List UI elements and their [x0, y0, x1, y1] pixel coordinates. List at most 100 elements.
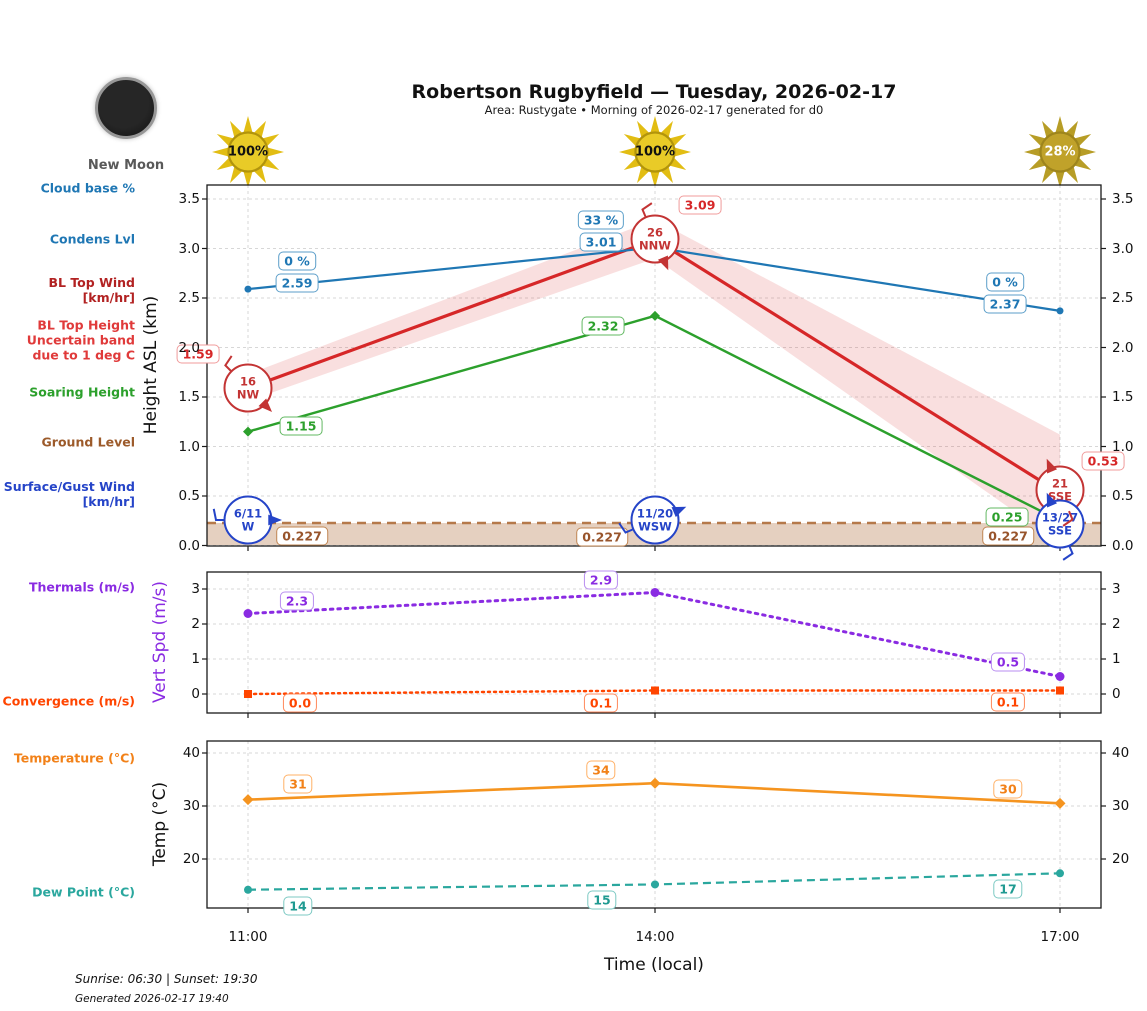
sun-ray: [243, 171, 253, 188]
wind-aloft-circle-dir: NNW: [639, 238, 671, 252]
y-tick-label: 3.0: [178, 240, 200, 257]
series-label-convergence-m-s-: Convergence (m/s): [2, 693, 135, 709]
y-tick-label: 40: [1112, 745, 1130, 761]
surface-wind-circle-speed: 11/20: [636, 506, 674, 520]
sun-ray: [637, 120, 650, 138]
series-label-surface-gust-wind: Surface/Gust Wind [km/hr]: [3, 479, 135, 509]
condens-lvl-label: 3.01: [579, 232, 623, 252]
sun-ray: [1055, 171, 1065, 188]
sun-icon: 100%: [210, 114, 286, 190]
dew-point-marker: [651, 880, 659, 889]
cloud-base-pct-label: 33 %: [577, 210, 625, 230]
x-axis-label: Time (local): [604, 955, 704, 975]
sun-ray: [1065, 120, 1078, 138]
y-tick-label: 1.0: [1112, 438, 1134, 455]
y-tick-label: 40: [182, 745, 200, 761]
y-tick-label: 3: [191, 581, 200, 597]
sun-ray: [262, 157, 280, 170]
sun-ray: [1042, 166, 1055, 184]
ground-level-label: 0.227: [576, 527, 628, 547]
sun-ray: [660, 120, 673, 138]
sun-ray: [253, 166, 266, 184]
condens-marker: [244, 285, 252, 293]
sun-ray: [216, 157, 234, 170]
sun-ray: [1042, 120, 1055, 138]
sun-ray: [623, 157, 641, 170]
temperature-line: [247, 781, 1061, 805]
y-tick-label: 0.0: [178, 537, 200, 554]
y-axis-label-height: Height ASL (km): [141, 295, 161, 435]
plot-frame: [206, 571, 1102, 714]
sun-ray: [212, 147, 229, 157]
dew-point-label: 17: [993, 879, 1023, 899]
surface-wind-circle: 6/11 W: [223, 495, 273, 545]
y-axis-label-vertspd: Vert Spd (m/s): [150, 580, 170, 704]
temperature-label: 31: [283, 774, 313, 794]
surface-wind-circle-dir: SSE: [1048, 523, 1072, 537]
soaring-height-label: 0.25: [985, 507, 1029, 527]
soaring-marker: [243, 426, 253, 437]
sun-ray: [1024, 147, 1041, 157]
surface-wind-circle-dir: WSW: [638, 519, 672, 533]
x-tick-label: 17:00: [1040, 929, 1080, 945]
y-tick-label: 3.0: [1112, 240, 1134, 257]
series-label-soaring-height: Soaring Height: [29, 384, 135, 400]
thermals-marker: [1055, 672, 1065, 681]
thermals-label: 2.9: [583, 570, 619, 590]
sun-ray: [619, 147, 636, 157]
x-tick-label: 14:00: [635, 929, 675, 945]
sun-ray: [216, 134, 234, 147]
sun-ray: [674, 147, 691, 157]
series-label-bl-top-height: BL Top Height Uncertain band due to 1 de…: [26, 317, 135, 363]
convergence-line: [246, 689, 1062, 696]
thermals-marker: [650, 588, 660, 597]
condens-lvl-label: 2.37: [983, 294, 1027, 314]
convergence-label: 0.0: [282, 693, 318, 713]
surface-wind-circle-speed: 6/11: [233, 506, 263, 520]
sun-disc: [634, 131, 676, 173]
sun-ray: [262, 134, 280, 147]
sun-ray: [1074, 134, 1092, 147]
y-tick-label: 2.0: [1112, 339, 1134, 356]
sun-icon-svg: 100%: [619, 116, 691, 188]
y-tick-label: 20: [1112, 851, 1130, 867]
ground-level-label: 0.227: [982, 526, 1034, 546]
y-tick-label: 1: [191, 651, 200, 667]
temperature-marker: [242, 794, 254, 806]
series-label-condens-lvl: Condens Lvl: [49, 231, 135, 247]
thermals-label: 0.5: [990, 652, 1026, 672]
y-tick-label: 3.5: [178, 191, 200, 207]
sun-percent-label: 100%: [228, 145, 268, 160]
sun-percent-label: 28%: [1044, 145, 1075, 160]
sun-ray: [253, 120, 266, 138]
dew-point-label: 15: [587, 890, 617, 910]
y-tick-label: 2: [1112, 616, 1121, 632]
series-label-dew-point-c-: Dew Point (°C): [32, 884, 135, 900]
temperature-marker: [649, 777, 661, 789]
page-title: Robertson Rugbyfield — Tuesday, 2026-02-…: [411, 81, 897, 103]
cloud-base-pct-label: 0 %: [278, 251, 316, 271]
y-tick-label: 2.0: [178, 339, 200, 356]
y-tick-label: 1.5: [178, 389, 200, 405]
dew-point-marker: [1056, 869, 1064, 878]
soaring-height-line: [247, 314, 1061, 522]
sun-ray: [650, 116, 660, 133]
y-tick-label: 2.5: [1112, 290, 1134, 306]
sun-ray: [230, 120, 243, 138]
y-tick-label: 30: [182, 798, 200, 814]
sun-ray: [267, 147, 284, 157]
series-label-bl-top-wind: BL Top Wind [km/hr]: [48, 275, 135, 305]
sun-ray: [660, 166, 673, 184]
sun-ray: [230, 166, 243, 184]
soaring-height-label: 1.15: [279, 416, 323, 436]
condens-lvl-label: 2.59: [275, 273, 319, 293]
ground-level-label: 0.227: [276, 526, 328, 546]
sun-ray: [1074, 157, 1092, 170]
thermals-line: [246, 590, 1062, 678]
dew-point-label: 14: [283, 896, 313, 916]
x-tick-label: 11:00: [228, 929, 268, 945]
soaring-height-label: 2.32: [581, 316, 625, 336]
y-tick-label: 1.0: [178, 438, 200, 455]
y-tick-label: 30: [1112, 798, 1130, 814]
